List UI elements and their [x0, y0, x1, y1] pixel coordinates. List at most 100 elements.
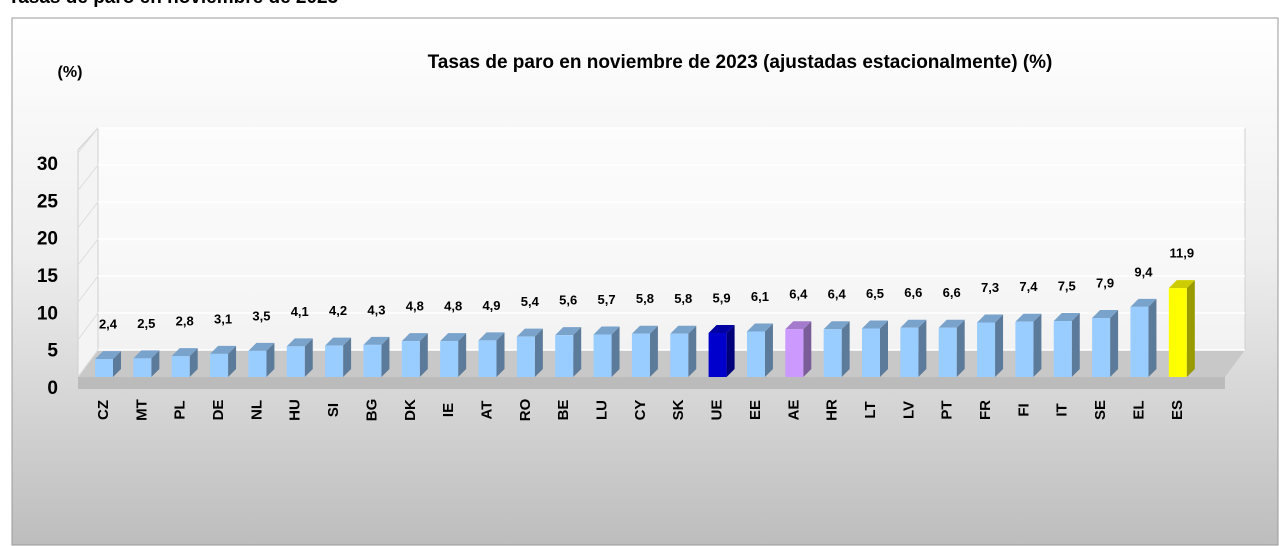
bar-top: [248, 342, 275, 351]
bar: [977, 322, 996, 377]
value-label: 4,9: [482, 298, 500, 313]
bar-side: [266, 342, 275, 377]
bar: [708, 332, 727, 377]
bar-side: [688, 325, 697, 377]
value-label: 7,4: [1019, 279, 1038, 294]
bar-side: [1148, 298, 1157, 377]
bar-top: [133, 350, 160, 359]
value-label: 6,6: [943, 285, 961, 300]
x-tick-label: EE: [747, 400, 764, 420]
bar-side: [151, 350, 160, 377]
bar-side: [726, 324, 735, 377]
bar: [210, 353, 229, 377]
grid-line-side: [77, 164, 99, 191]
y-tick-label: 5: [47, 341, 58, 362]
x-tick-label: IT: [1054, 403, 1071, 416]
bar: [95, 359, 113, 377]
bar: [862, 328, 880, 377]
value-label: 5,8: [674, 291, 692, 306]
x-tick-label: NL: [248, 400, 265, 420]
bar: [478, 340, 497, 377]
bar-top: [1168, 280, 1195, 289]
bar: [171, 356, 190, 377]
x-tick-label: MT: [133, 399, 150, 421]
bar-side: [228, 345, 237, 377]
bar: [286, 346, 305, 377]
y-tick-label: 10: [37, 303, 58, 324]
bar-top: [1130, 298, 1157, 307]
bar: [248, 350, 267, 377]
bar: [746, 331, 765, 377]
value-label: 2,4: [99, 317, 118, 332]
bar-top: [670, 325, 697, 334]
bar-top: [862, 320, 888, 329]
bar-top: [938, 319, 965, 328]
grid-line-side: [77, 201, 99, 228]
bar: [1168, 288, 1187, 377]
x-tick-label: SI: [325, 403, 342, 417]
bar: [785, 329, 804, 377]
bar: [516, 336, 535, 377]
grid-line-side: [77, 238, 99, 266]
x-tick-label: EL: [1130, 400, 1147, 419]
value-label: 7,9: [1096, 275, 1114, 290]
bar-top: [325, 337, 352, 346]
bar-side: [995, 314, 1004, 377]
value-label: 6,1: [751, 289, 769, 304]
bar-top: [593, 326, 620, 335]
y-unit-label: (%): [58, 64, 83, 81]
bar-side: [573, 327, 582, 377]
bar-side: [841, 321, 850, 377]
bar: [363, 344, 382, 377]
bar-side: [764, 323, 773, 377]
bar-top: [631, 325, 658, 334]
value-label: 5,9: [713, 290, 731, 305]
bar-side: [381, 336, 390, 377]
bar: [631, 333, 650, 377]
bar-side: [1033, 313, 1042, 377]
bar-top: [746, 323, 773, 332]
bar-top: [900, 319, 927, 328]
bar-side: [496, 332, 505, 377]
x-tick-label: IE: [440, 403, 457, 417]
value-label: 2,8: [176, 314, 194, 329]
bar: [555, 335, 574, 377]
bar-side: [1071, 313, 1080, 377]
bar-top: [1015, 313, 1042, 322]
x-tick-label: LV: [900, 401, 917, 419]
x-tick-label: DE: [210, 400, 227, 421]
x-tick-label: SE: [1092, 400, 1109, 420]
bar-side: [419, 333, 428, 377]
x-tick-label: FI: [1015, 403, 1032, 416]
x-tick-label: HR: [824, 399, 841, 421]
bar-side: [918, 319, 927, 377]
x-tick-label: RO: [517, 398, 534, 421]
bar: [133, 358, 152, 377]
bar-top: [363, 336, 390, 345]
bar-top: [708, 324, 735, 333]
value-label: 5,8: [636, 291, 654, 306]
bar-side: [1110, 310, 1119, 377]
x-tick-label: BE: [555, 400, 572, 421]
x-tick-label: CY: [632, 400, 649, 421]
bar-side: [113, 351, 121, 377]
bar-top: [516, 328, 543, 337]
value-label: 5,7: [598, 292, 616, 307]
bar: [325, 345, 344, 377]
x-tick-label: UE: [709, 400, 726, 421]
value-label: 4,3: [367, 302, 385, 317]
x-tick-label: DK: [402, 399, 419, 421]
bar-side: [649, 325, 658, 377]
bar-side: [880, 320, 888, 377]
value-label: 7,3: [981, 280, 999, 295]
bar: [670, 333, 689, 377]
floor-edge: [78, 377, 1225, 389]
value-label: 3,5: [252, 308, 270, 323]
y-tick-label: 25: [37, 191, 59, 212]
y-tick-label: 15: [37, 266, 59, 287]
bar-side: [304, 338, 313, 377]
bar-top: [440, 333, 467, 342]
chart-title: Tasas de paro en noviembre de 2023 (ajus…: [428, 52, 1053, 73]
value-label: 9,4: [1134, 264, 1153, 279]
bar-side: [189, 348, 198, 377]
